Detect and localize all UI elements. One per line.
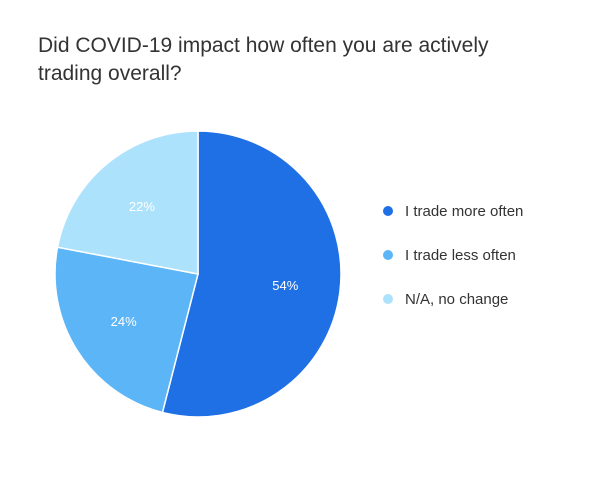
pie-slice-1 bbox=[54, 246, 199, 414]
legend-item-1: I trade less often bbox=[383, 244, 523, 266]
pie-slice-0 bbox=[161, 130, 342, 418]
legend-label-0: I trade more often bbox=[405, 202, 524, 220]
legend-label-2: N/A, no change bbox=[405, 290, 509, 308]
pie-slice-2 bbox=[56, 130, 199, 275]
legend-item-2: N/A, no change bbox=[383, 288, 523, 310]
legend-swatch-1 bbox=[383, 250, 393, 260]
legend-swatch-0 bbox=[383, 206, 393, 216]
legend-item-0: I trade more often bbox=[383, 200, 523, 222]
slice-value-label-2: 22% bbox=[129, 199, 155, 214]
chart-legend: I trade more often I trade less often N/A,… bbox=[383, 200, 523, 332]
slice-value-label-0: 54% bbox=[272, 278, 298, 293]
legend-swatch-2 bbox=[383, 294, 393, 304]
legend-label-1: I trade less often bbox=[405, 246, 516, 264]
chart-title: Did COVID-19 impact how often you are ac… bbox=[38, 34, 489, 85]
slice-value-label-1: 24% bbox=[111, 314, 137, 329]
